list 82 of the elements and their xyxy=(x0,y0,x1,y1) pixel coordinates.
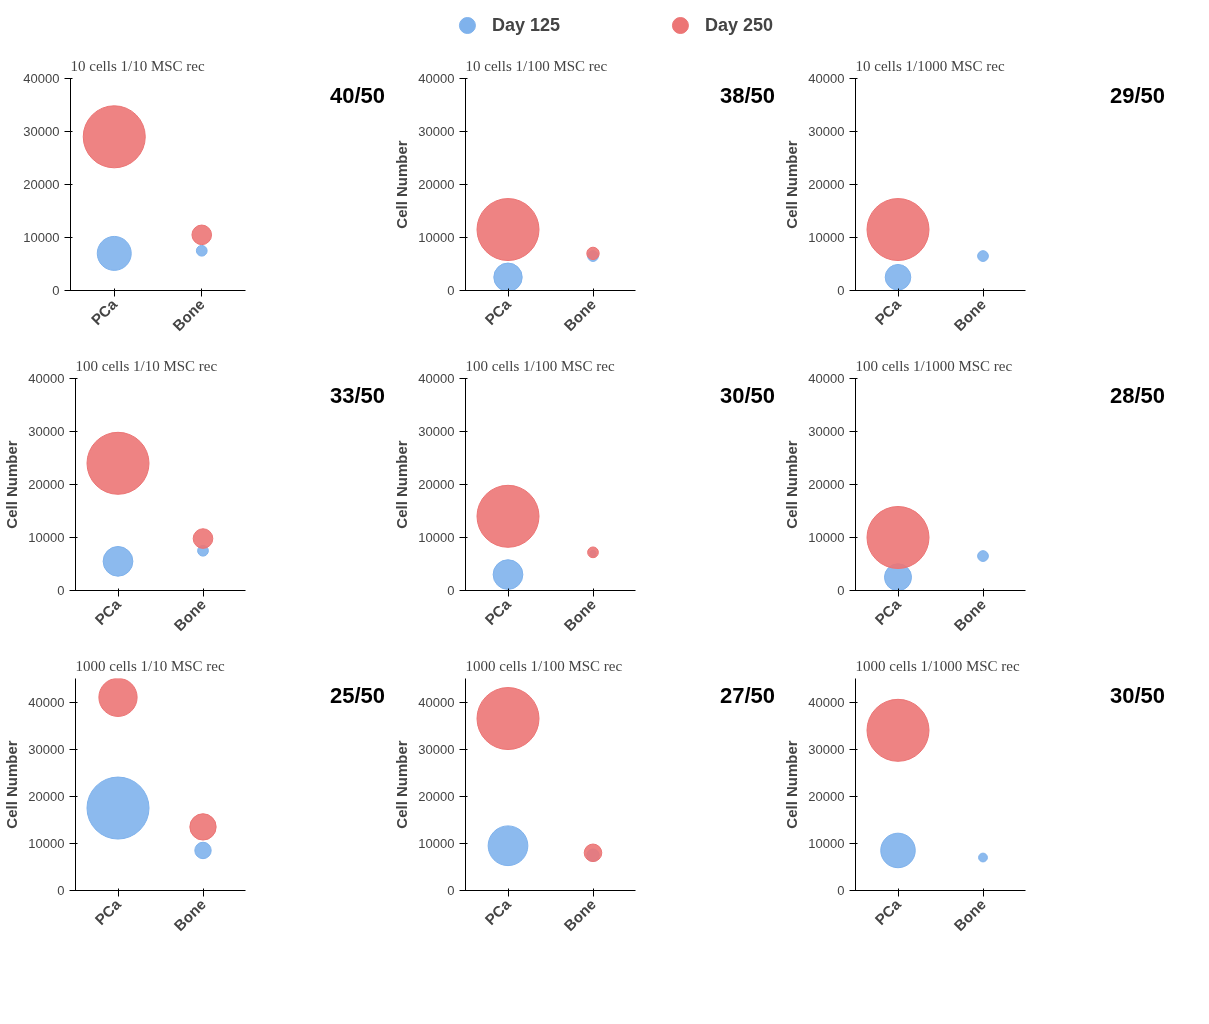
y-tick-label: 10000 xyxy=(808,230,845,245)
y-tick-label: 20000 xyxy=(23,177,60,192)
chart-title: 10 cells 1/10 MSC rec xyxy=(70,57,205,74)
y-tick-label: 0 xyxy=(57,583,65,598)
y-tick-label: 20000 xyxy=(808,177,845,192)
text: 40/50 xyxy=(329,82,385,110)
text: 28/50 xyxy=(1109,382,1165,410)
y-axis-title: Cell Number xyxy=(783,140,801,229)
y-axis-title: Cell Number xyxy=(393,140,411,229)
y-tick-label: 20000 xyxy=(418,788,455,804)
text: 30/50 xyxy=(719,382,775,410)
y-tick-label: 0 xyxy=(837,283,845,298)
y-axis-title: Cell Number xyxy=(3,740,21,829)
y-axis-title: Cell Number xyxy=(393,440,411,529)
y-tick-label: 30000 xyxy=(808,741,845,757)
y-tick-label: 30000 xyxy=(808,424,845,439)
text: 29/50 xyxy=(1109,82,1165,110)
text: 30/50 xyxy=(1109,682,1165,710)
y-tick-label: 40000 xyxy=(418,71,455,86)
y-tick-label: 20000 xyxy=(28,477,65,492)
y-tick-label: 0 xyxy=(52,283,60,298)
y-tick-label: 40000 xyxy=(23,71,60,86)
y-tick-label: 20000 xyxy=(418,177,455,192)
y-tick-label: 30000 xyxy=(418,124,455,139)
y-tick-label: 40000 xyxy=(28,694,65,710)
y-tick-label: 30000 xyxy=(28,424,65,439)
y-tick-label: 30000 xyxy=(23,124,60,139)
y-tick-label: 40000 xyxy=(808,371,845,386)
chart-title: 1000 cells 1/100 MSC rec xyxy=(465,657,623,674)
y-axis-title: Cell Number xyxy=(783,740,801,829)
chart-title: 10 cells 1/100 MSC rec xyxy=(465,57,608,74)
y-tick-label: 0 xyxy=(447,583,455,598)
y-tick-label: 10000 xyxy=(418,530,455,545)
y-tick-label: 40000 xyxy=(28,371,65,386)
text: 33/50 xyxy=(329,382,385,410)
y-tick-label: 10000 xyxy=(418,835,455,851)
legend-label: Day 250 xyxy=(705,14,774,36)
text: 38/50 xyxy=(719,82,775,110)
x-tick-label: PCa xyxy=(871,295,905,329)
y-tick-label: 10000 xyxy=(808,530,845,545)
x-tick-label: PCa xyxy=(481,595,515,629)
legend-label: Day 125 xyxy=(491,14,560,36)
y-tick-label: 30000 xyxy=(418,424,455,439)
text: 27/50 xyxy=(719,682,775,710)
y-axis-title: Cell Number xyxy=(783,440,801,529)
chart-title: 10 cells 1/1000 MSC rec xyxy=(855,57,1005,74)
x-tick-label: PCa xyxy=(91,895,125,929)
y-tick-label: 0 xyxy=(447,883,455,898)
y-tick-label: 10000 xyxy=(28,530,65,545)
y-tick-label: 40000 xyxy=(808,694,845,710)
x-tick-label: PCa xyxy=(871,595,905,629)
y-tick-label: 30000 xyxy=(418,741,455,757)
y-tick-label: 0 xyxy=(837,883,845,898)
y-tick-label: 10000 xyxy=(808,835,845,851)
y-tick-label: 20000 xyxy=(28,788,65,804)
chart-title: 100 cells 1/10 MSC rec xyxy=(75,357,218,374)
x-tick-label: PCa xyxy=(481,295,515,329)
chart-title: 1000 cells 1/1000 MSC rec xyxy=(855,657,1020,674)
y-axis-title: Cell Number xyxy=(3,440,21,529)
chart-title: 1000 cells 1/10 MSC rec xyxy=(75,657,225,674)
y-tick-label: 30000 xyxy=(28,741,65,757)
y-axis-title: Cell Number xyxy=(393,740,411,829)
y-tick-label: 20000 xyxy=(808,788,845,804)
y-tick-label: 0 xyxy=(837,583,845,598)
y-tick-label: 40000 xyxy=(418,694,455,710)
y-tick-label: 10000 xyxy=(23,230,60,245)
x-tick-label: PCa xyxy=(91,595,125,629)
y-tick-label: 20000 xyxy=(808,477,845,492)
y-tick-label: 30000 xyxy=(808,124,845,139)
y-tick-label: 40000 xyxy=(418,371,455,386)
y-tick-label: 10000 xyxy=(28,835,65,851)
chart-title: 100 cells 1/100 MSC rec xyxy=(465,357,615,374)
y-tick-label: 40000 xyxy=(808,71,845,86)
x-tick-label: PCa xyxy=(87,295,121,329)
text: 25/50 xyxy=(329,682,385,710)
x-tick-label: PCa xyxy=(481,895,515,929)
chart-title: 100 cells 1/1000 MSC rec xyxy=(855,357,1013,374)
y-tick-label: 0 xyxy=(57,883,65,898)
y-tick-label: 20000 xyxy=(418,477,455,492)
y-tick-label: 0 xyxy=(447,283,455,298)
y-tick-label: 10000 xyxy=(418,230,455,245)
x-tick-label: PCa xyxy=(871,895,905,929)
